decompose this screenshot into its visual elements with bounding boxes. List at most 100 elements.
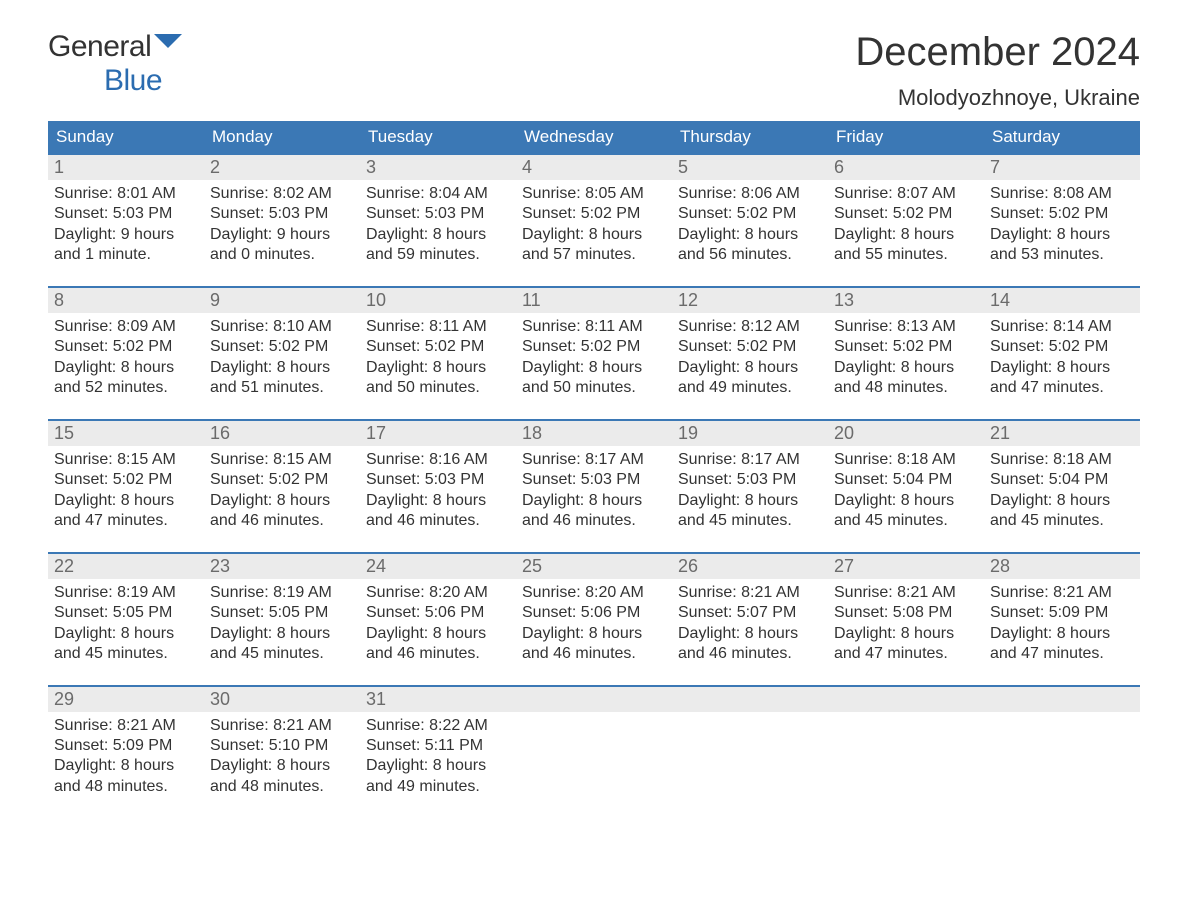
daylight-text-1: Daylight: 8 hours	[54, 624, 198, 644]
day-number: 15	[48, 421, 204, 446]
day-number: 5	[672, 155, 828, 180]
sunset-text: Sunset: 5:02 PM	[834, 204, 978, 224]
sunrise-text: Sunrise: 8:12 AM	[678, 317, 822, 337]
day-number: 26	[672, 554, 828, 579]
sunset-text: Sunset: 5:02 PM	[678, 204, 822, 224]
daylight-text-2: and 48 minutes.	[210, 777, 354, 797]
daylight-text-2: and 49 minutes.	[678, 378, 822, 398]
day-number	[516, 687, 672, 712]
day-cell: Sunrise: 8:02 AMSunset: 5:03 PMDaylight:…	[204, 180, 360, 272]
sunrise-text: Sunrise: 8:11 AM	[366, 317, 510, 337]
day-cell: Sunrise: 8:06 AMSunset: 5:02 PMDaylight:…	[672, 180, 828, 272]
sunset-text: Sunset: 5:03 PM	[366, 204, 510, 224]
day-number: 29	[48, 687, 204, 712]
daylight-text-2: and 45 minutes.	[834, 511, 978, 531]
day-cell: Sunrise: 8:05 AMSunset: 5:02 PMDaylight:…	[516, 180, 672, 272]
day-cell: Sunrise: 8:12 AMSunset: 5:02 PMDaylight:…	[672, 313, 828, 405]
weekday-header: Saturday	[984, 121, 1140, 153]
logo-text-general: General	[48, 30, 151, 63]
day-cell: Sunrise: 8:10 AMSunset: 5:02 PMDaylight:…	[204, 313, 360, 405]
daylight-text-1: Daylight: 8 hours	[522, 225, 666, 245]
sunset-text: Sunset: 5:02 PM	[366, 337, 510, 357]
day-cell: Sunrise: 8:15 AMSunset: 5:02 PMDaylight:…	[48, 446, 204, 538]
sunset-text: Sunset: 5:11 PM	[366, 736, 510, 756]
sunset-text: Sunset: 5:08 PM	[834, 603, 978, 623]
weekday-header-row: SundayMondayTuesdayWednesdayThursdayFrid…	[48, 121, 1140, 153]
sunset-text: Sunset: 5:04 PM	[834, 470, 978, 490]
daylight-text-2: and 51 minutes.	[210, 378, 354, 398]
day-number: 9	[204, 288, 360, 313]
daylight-text-1: Daylight: 8 hours	[834, 358, 978, 378]
daylight-text-2: and 45 minutes.	[54, 644, 198, 664]
daylight-text-2: and 50 minutes.	[522, 378, 666, 398]
daylight-text-2: and 46 minutes.	[366, 511, 510, 531]
day-cell: Sunrise: 8:16 AMSunset: 5:03 PMDaylight:…	[360, 446, 516, 538]
daylight-text-1: Daylight: 8 hours	[54, 358, 198, 378]
day-cell: Sunrise: 8:18 AMSunset: 5:04 PMDaylight:…	[828, 446, 984, 538]
daylight-text-1: Daylight: 8 hours	[834, 225, 978, 245]
daylight-text-2: and 57 minutes.	[522, 245, 666, 265]
day-cell: Sunrise: 8:22 AMSunset: 5:11 PMDaylight:…	[360, 712, 516, 804]
day-number: 19	[672, 421, 828, 446]
day-cell: Sunrise: 8:14 AMSunset: 5:02 PMDaylight:…	[984, 313, 1140, 405]
day-number: 10	[360, 288, 516, 313]
sunset-text: Sunset: 5:06 PM	[366, 603, 510, 623]
sunrise-text: Sunrise: 8:15 AM	[54, 450, 198, 470]
sunrise-text: Sunrise: 8:11 AM	[522, 317, 666, 337]
day-cell: Sunrise: 8:19 AMSunset: 5:05 PMDaylight:…	[204, 579, 360, 671]
weekday-header: Thursday	[672, 121, 828, 153]
daylight-text-2: and 53 minutes.	[990, 245, 1134, 265]
title-block: December 2024 Molodyozhnoye, Ukraine	[855, 30, 1140, 111]
day-cell: Sunrise: 8:01 AMSunset: 5:03 PMDaylight:…	[48, 180, 204, 272]
sunset-text: Sunset: 5:03 PM	[678, 470, 822, 490]
day-number: 11	[516, 288, 672, 313]
sunrise-text: Sunrise: 8:15 AM	[210, 450, 354, 470]
sunset-text: Sunset: 5:02 PM	[990, 204, 1134, 224]
day-number: 23	[204, 554, 360, 579]
sunrise-text: Sunrise: 8:05 AM	[522, 184, 666, 204]
daylight-text-1: Daylight: 8 hours	[366, 491, 510, 511]
sunrise-text: Sunrise: 8:21 AM	[834, 583, 978, 603]
sunrise-text: Sunrise: 8:22 AM	[366, 716, 510, 736]
daylight-text-1: Daylight: 8 hours	[522, 624, 666, 644]
daylight-text-1: Daylight: 9 hours	[210, 225, 354, 245]
day-cell: Sunrise: 8:21 AMSunset: 5:08 PMDaylight:…	[828, 579, 984, 671]
calendar: SundayMondayTuesdayWednesdayThursdayFrid…	[48, 121, 1140, 803]
day-number: 3	[360, 155, 516, 180]
day-number: 7	[984, 155, 1140, 180]
sunset-text: Sunset: 5:02 PM	[210, 337, 354, 357]
daylight-text-1: Daylight: 8 hours	[834, 624, 978, 644]
day-cell: Sunrise: 8:21 AMSunset: 5:07 PMDaylight:…	[672, 579, 828, 671]
sunrise-text: Sunrise: 8:04 AM	[366, 184, 510, 204]
day-number: 28	[984, 554, 1140, 579]
daylight-text-1: Daylight: 8 hours	[366, 756, 510, 776]
daylight-text-1: Daylight: 8 hours	[54, 756, 198, 776]
sunset-text: Sunset: 5:02 PM	[678, 337, 822, 357]
daylight-text-1: Daylight: 8 hours	[678, 491, 822, 511]
sunrise-text: Sunrise: 8:20 AM	[366, 583, 510, 603]
logo-text-blue: Blue	[104, 64, 162, 97]
daynum-row: 293031	[48, 687, 1140, 712]
weekday-header: Monday	[204, 121, 360, 153]
day-cell: Sunrise: 8:20 AMSunset: 5:06 PMDaylight:…	[516, 579, 672, 671]
day-cell: Sunrise: 8:15 AMSunset: 5:02 PMDaylight:…	[204, 446, 360, 538]
header: General Blue December 2024 Molodyozhnoye…	[48, 30, 1140, 111]
day-number: 6	[828, 155, 984, 180]
daylight-text-2: and 46 minutes.	[678, 644, 822, 664]
daylight-text-2: and 47 minutes.	[990, 378, 1134, 398]
flag-icon	[154, 34, 182, 56]
sunset-text: Sunset: 5:09 PM	[990, 603, 1134, 623]
day-number: 16	[204, 421, 360, 446]
weekday-header: Tuesday	[360, 121, 516, 153]
sunrise-text: Sunrise: 8:10 AM	[210, 317, 354, 337]
daylight-text-2: and 52 minutes.	[54, 378, 198, 398]
logo: General Blue	[48, 30, 182, 98]
day-number: 21	[984, 421, 1140, 446]
sunrise-text: Sunrise: 8:21 AM	[54, 716, 198, 736]
day-number: 18	[516, 421, 672, 446]
sunrise-text: Sunrise: 8:18 AM	[990, 450, 1134, 470]
weekday-header: Friday	[828, 121, 984, 153]
sunrise-text: Sunrise: 8:20 AM	[522, 583, 666, 603]
sunrise-text: Sunrise: 8:18 AM	[834, 450, 978, 470]
day-cell: Sunrise: 8:04 AMSunset: 5:03 PMDaylight:…	[360, 180, 516, 272]
